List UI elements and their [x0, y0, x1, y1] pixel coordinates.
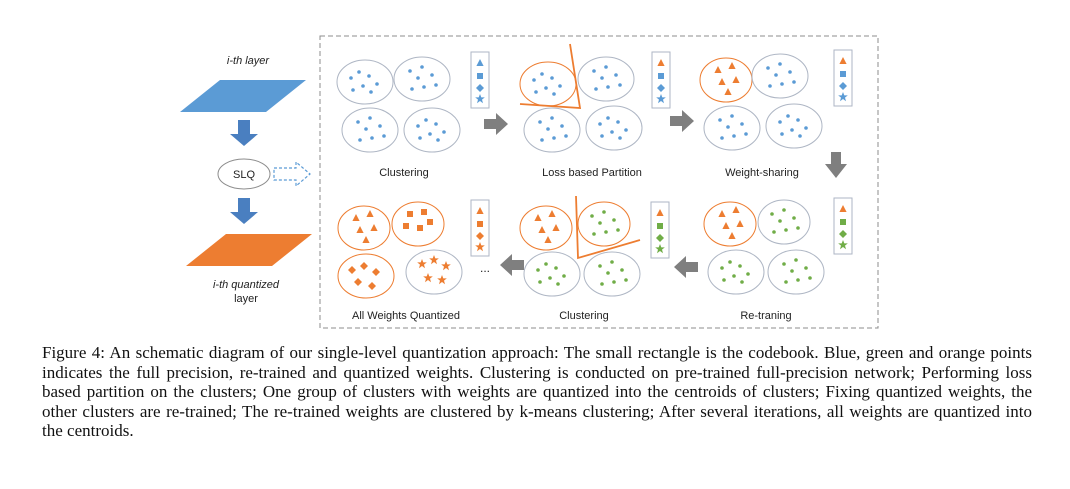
- codebook-6: [470, 199, 490, 257]
- arrow-left-2-icon: [500, 254, 524, 276]
- stage-loss-partition: [519, 43, 643, 153]
- codebook-3: [833, 49, 853, 107]
- arrow-down-icon: [825, 152, 847, 178]
- figure-caption: Figure 4: An schematic diagram of our si…: [42, 343, 1032, 441]
- stage-clustering-2: [519, 195, 641, 297]
- arrow-right-1-icon: [484, 113, 508, 135]
- full-precision-layer: [180, 80, 306, 112]
- codebook-1: [470, 51, 490, 109]
- codebook-5: [650, 201, 670, 259]
- dashed-arrow-icon: [273, 160, 311, 188]
- stage-all-quantized-label: All Weights Quantized: [352, 310, 460, 322]
- down-arrow-1-icon: [230, 120, 258, 146]
- stage-weight-sharing-label: Weight-sharing: [725, 167, 799, 179]
- slq-node[interactable]: [217, 158, 271, 190]
- stage-clustering-1-label: Clustering: [379, 167, 429, 179]
- down-arrow-2-icon: [230, 198, 258, 224]
- layer-label: i-th layer: [227, 55, 271, 67]
- arrow-right-2-icon: [670, 110, 694, 132]
- stage-loss-partition-label: Loss based Partition: [542, 167, 642, 179]
- process-frame: [319, 35, 879, 329]
- stage-all-quantized: [337, 201, 463, 299]
- codebook-2: [651, 51, 671, 109]
- stage-retraining: [703, 199, 825, 295]
- arrow-left-1-icon: [674, 256, 698, 278]
- slq-diagram: i-th layer SLQ i-th quantized layer Clus…: [180, 35, 879, 329]
- codebook-4: [833, 197, 853, 255]
- stage-clustering-1: [336, 56, 461, 153]
- stage-retraining-label: Re-traning: [740, 310, 791, 322]
- slq-label: SLQ: [233, 169, 255, 181]
- quantized-layer: [186, 234, 312, 266]
- stage-weight-sharing: [699, 53, 823, 151]
- quantized-layer-label-line1: i-th quantized: [213, 279, 280, 291]
- stage-clustering-2-label: Clustering: [559, 310, 609, 322]
- quantized-layer-label-line2: layer: [234, 293, 258, 305]
- ellipsis: ...: [480, 261, 490, 275]
